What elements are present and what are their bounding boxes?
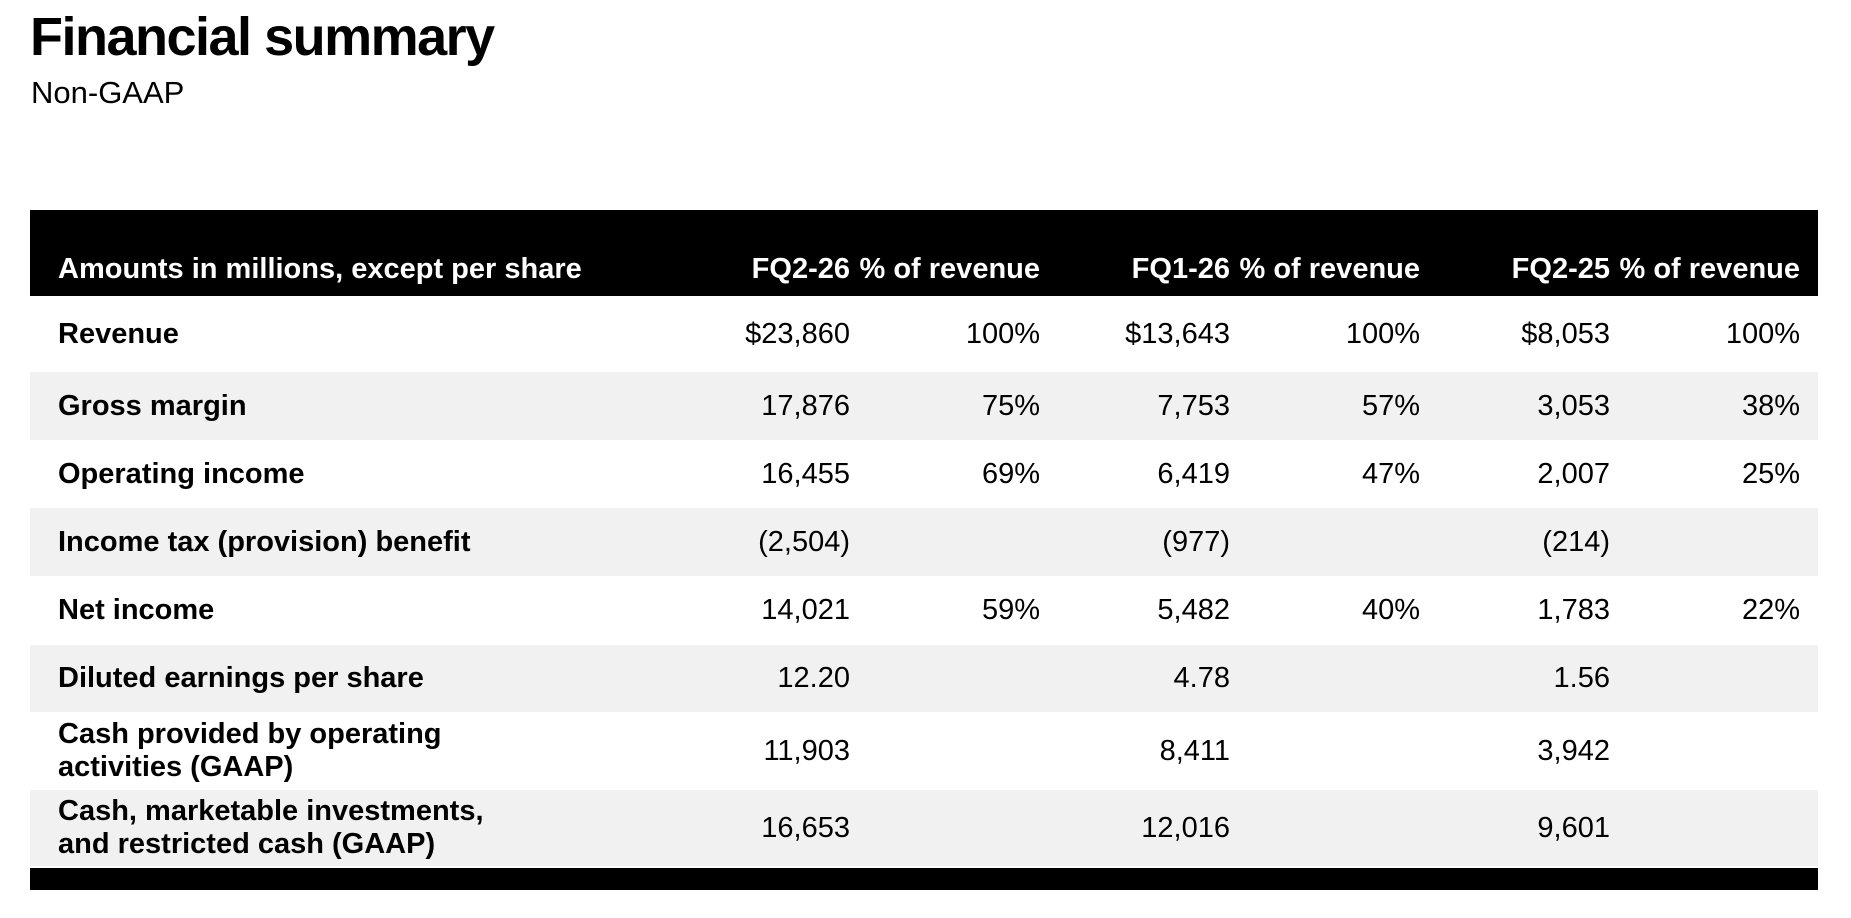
cell-value (850, 645, 1040, 712)
cell-value (1610, 645, 1818, 712)
table-row-income-tax: Income tax (provision) benefit (2,504) (… (30, 508, 1818, 576)
cell-value: $13,643 (1125, 317, 1230, 350)
cell-value: $8,053 (1521, 317, 1610, 350)
cell-value: 47% (1361, 457, 1420, 490)
cell-value: 4.78 (1173, 662, 1230, 694)
cell-value: 7,753 (1157, 389, 1230, 422)
cell-value: 12,016 (1141, 811, 1230, 844)
table-row-operating-income: Operating income 16,455 69% 6,419 47% 2,… (30, 440, 1818, 508)
cell-value: 3,053 (1537, 389, 1610, 422)
cell-value: (2,504) (758, 525, 850, 558)
cell-value: (214) (1542, 525, 1610, 558)
cell-value: 16,653 (761, 811, 850, 844)
cell-value: 75% (981, 389, 1040, 422)
cell-value (1610, 712, 1818, 790)
cell-value (850, 790, 1040, 866)
cell-value: 6,419 (1157, 457, 1230, 490)
cell-value: 11,903 (763, 734, 850, 767)
column-header-pct-revenue-2: % of revenue (1239, 253, 1421, 285)
cell-value: 69% (981, 457, 1040, 490)
table-row-revenue: Revenue $23,860 100% $13,643 100% $8,053… (30, 296, 1818, 372)
table-row-net-income: Net income 14,021 59% 5,482 40% 1,783 22… (30, 576, 1818, 645)
table-row-cash-operating: Cash provided by operating activities (G… (30, 712, 1818, 790)
row-label: Revenue (58, 317, 179, 350)
cell-value: 22% (1741, 594, 1800, 626)
cell-value: 17,876 (761, 389, 850, 422)
cell-value (850, 712, 1040, 790)
cell-value: 100% (1725, 317, 1800, 350)
cell-value (1230, 508, 1420, 576)
cell-value (1610, 508, 1818, 576)
cell-value: 2,007 (1537, 457, 1610, 490)
cell-value (1230, 645, 1420, 712)
cell-value (850, 508, 1040, 576)
cell-value: 25% (1741, 457, 1800, 490)
column-header-fq2-25: FQ2-25 (1511, 253, 1610, 285)
page-subtitle: Non-GAAP (31, 75, 185, 110)
table-row-gross-margin: Gross margin 17,876 75% 7,753 57% 3,053 … (30, 372, 1818, 440)
column-header-fq1-26: FQ1-26 (1131, 253, 1230, 285)
cell-value: 16,455 (761, 457, 850, 490)
cell-value: 57% (1361, 389, 1420, 422)
cell-value: 100% (1345, 317, 1420, 350)
row-label: Cash provided by operating activities (G… (58, 718, 442, 783)
column-header-pct-revenue-3: % of revenue (1619, 253, 1801, 285)
cell-value: 1.56 (1553, 662, 1610, 694)
cell-value: (977) (1162, 525, 1230, 558)
row-label: Gross margin (58, 389, 247, 422)
cell-value: 5,482 (1157, 594, 1230, 626)
row-label: Income tax (provision) benefit (58, 525, 471, 558)
cell-value: 38% (1741, 389, 1800, 422)
cell-value: 100% (965, 317, 1040, 350)
page-title: Financial summary (30, 7, 495, 67)
table-header-row: Amounts in millions, except per share FQ… (30, 210, 1818, 296)
row-label: Diluted earnings per share (58, 662, 424, 694)
table-footer-bar (30, 868, 1818, 890)
table-row-diluted-eps: Diluted earnings per share 12.20 4.78 1.… (30, 645, 1818, 712)
cell-value: 9,601 (1537, 811, 1610, 844)
table-row-cash-investments: Cash, marketable investments, and restri… (30, 790, 1818, 866)
cell-value (1230, 790, 1420, 866)
row-label: Cash, marketable investments, and restri… (58, 795, 484, 860)
column-header-amounts: Amounts in millions, except per share (58, 253, 582, 285)
cell-value: 40% (1361, 594, 1420, 626)
row-label: Net income (58, 594, 215, 626)
row-label: Operating income (58, 457, 305, 490)
cell-value (1610, 790, 1818, 866)
column-header-fq2-26: FQ2-26 (751, 253, 850, 285)
cell-value (1230, 712, 1420, 790)
cell-value: 3,942 (1537, 734, 1610, 767)
financial-summary-table: Amounts in millions, except per share FQ… (30, 210, 1818, 866)
cell-value: 59% (981, 594, 1040, 626)
cell-value: 1,783 (1537, 594, 1610, 626)
column-header-pct-revenue-1: % of revenue (859, 253, 1041, 285)
cell-value: $23,860 (745, 317, 850, 350)
cell-value: 12.20 (777, 662, 850, 694)
cell-value: 8,411 (1159, 734, 1230, 767)
cell-value: 14,021 (761, 594, 850, 626)
